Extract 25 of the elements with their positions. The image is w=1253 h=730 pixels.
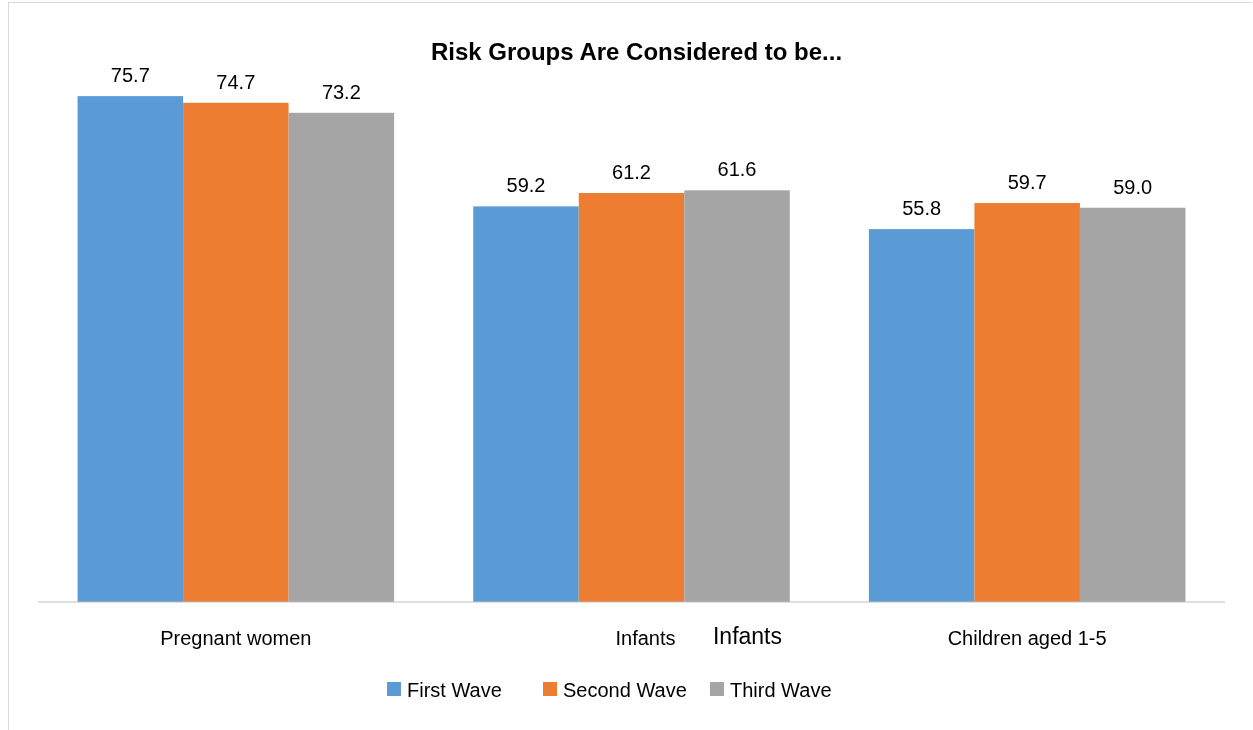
data-label: 61.2 bbox=[612, 161, 651, 184]
bar bbox=[183, 102, 289, 602]
bar bbox=[578, 193, 685, 602]
bar bbox=[77, 96, 184, 602]
data-label: 59.7 bbox=[1007, 171, 1047, 194]
x-tick-label: Pregnant women bbox=[160, 627, 312, 649]
legend-label: Second Wave bbox=[563, 679, 687, 701]
legend-label: Third Wave bbox=[730, 679, 832, 701]
data-label: 73.2 bbox=[321, 80, 361, 103]
data-label: 74.7 bbox=[216, 70, 256, 93]
bar bbox=[868, 229, 975, 602]
data-label: 61.6 bbox=[717, 158, 757, 181]
legend-label: First Wave bbox=[407, 679, 502, 701]
bar bbox=[1079, 207, 1186, 602]
data-label: 59.0 bbox=[1113, 175, 1153, 198]
x-tick-label: Children aged 1-5 bbox=[947, 627, 1107, 649]
bar bbox=[974, 203, 1080, 602]
data-label: 55.8 bbox=[902, 197, 942, 220]
bar bbox=[473, 206, 579, 602]
data-label: 75.7 bbox=[110, 64, 150, 87]
x-tick-label: Infants bbox=[615, 627, 676, 649]
chart-title: Risk Groups Are Considered to be... bbox=[430, 38, 843, 65]
bar bbox=[288, 112, 395, 602]
bar bbox=[684, 190, 790, 602]
data-label: 59.2 bbox=[506, 174, 546, 197]
